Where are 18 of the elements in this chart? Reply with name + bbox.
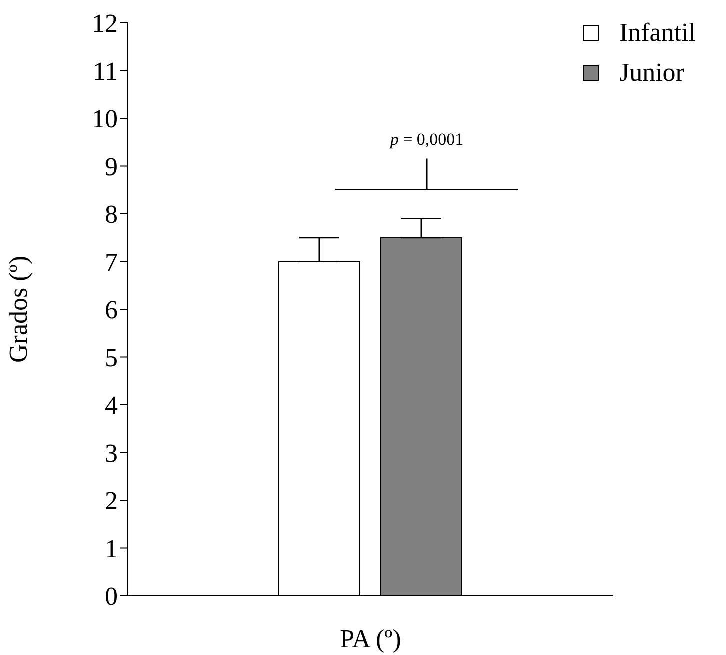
x-tick-label: PA (º) [340, 624, 402, 654]
y-tick-label: 3 [105, 438, 118, 468]
y-tick-label: 0 [105, 582, 118, 612]
y-tick-label: 9 [105, 152, 118, 182]
annotation: p = 0,0001 [389, 130, 464, 149]
y-tick-label: 6 [105, 296, 118, 325]
y-axis-title: Grados (º) [4, 256, 34, 363]
legend-label: Infantil [619, 18, 696, 48]
y-tick-label: 8 [105, 200, 118, 230]
legend-label: Junior [619, 58, 684, 88]
y-tick-label: 4 [105, 391, 118, 420]
y-tick-label: 11 [92, 56, 118, 86]
y-tick-label: 2 [105, 486, 118, 516]
y-tick-label: 7 [105, 248, 118, 277]
y-tick-label: 1 [105, 534, 118, 564]
y-tick-label: 10 [92, 104, 118, 134]
y-tick-label: 5 [105, 343, 118, 372]
y-tick-label: 12 [92, 9, 118, 38]
